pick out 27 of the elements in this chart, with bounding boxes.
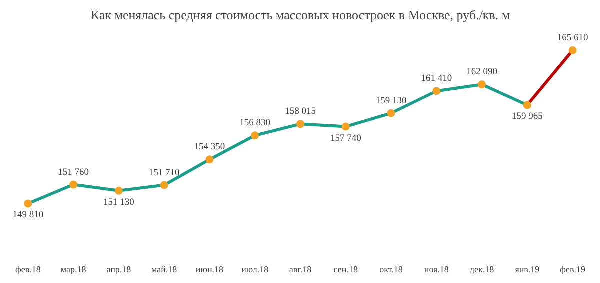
- x-tick-label: апр.18: [106, 264, 132, 274]
- data-label: 151 760: [58, 168, 90, 178]
- data-label: 151 710: [148, 168, 180, 178]
- data-label: 159 965: [512, 112, 544, 122]
- data-label: 158 015: [285, 107, 316, 118]
- x-tick-label: авг.18: [289, 264, 312, 274]
- x-tick-label: окт.18: [380, 264, 404, 274]
- data-label: 159 130: [376, 96, 407, 106]
- x-tick-label: май.18: [152, 264, 178, 274]
- x-tick-label: июн.18: [196, 264, 224, 274]
- data-label: 162 090: [466, 68, 498, 78]
- data-label: 151 130: [104, 198, 135, 208]
- x-tick-label: фев.19: [560, 264, 586, 274]
- x-tick-label: июл.18: [242, 264, 270, 274]
- x-tick-label: мар.18: [60, 264, 87, 274]
- data-label: 165 610: [557, 33, 588, 44]
- x-tick-label: ноя.18: [424, 264, 450, 274]
- x-tick-label: янв.19: [515, 264, 540, 274]
- data-label: 156 830: [240, 118, 271, 129]
- data-label: 154 350: [194, 142, 226, 153]
- x-tick-label: фев.18: [16, 264, 42, 274]
- data-label: 161 410: [421, 74, 452, 84]
- x-tick-label: сен.18: [334, 264, 358, 274]
- x-tick-label: дек.18: [470, 264, 495, 274]
- data-label: 157 740: [330, 134, 362, 144]
- chart-title: Как менялась средняя стоимость массовых новостроек в Москве, руб./кв. м: [90, 8, 510, 22]
- data-label: 149 810: [12, 210, 44, 221]
